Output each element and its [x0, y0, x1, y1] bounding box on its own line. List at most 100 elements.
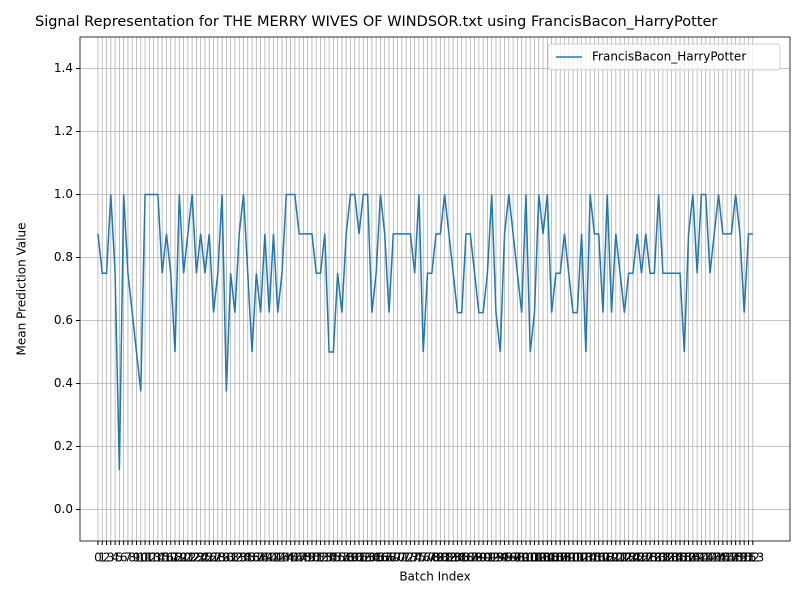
x-tick-label: 61	[351, 551, 366, 565]
x-tick-label: 120	[600, 551, 623, 565]
x-tick-label: 68	[381, 551, 396, 565]
x-tick-label: 112	[566, 551, 589, 565]
x-tick-label: 29	[214, 551, 229, 565]
y-tick-label: 1.2	[54, 124, 73, 138]
x-axis-label: Batch Index	[399, 570, 470, 584]
x-tick-label: 7	[124, 551, 132, 565]
x-tick-label: 75	[411, 551, 426, 565]
x-tick-label: 33	[232, 551, 247, 565]
x-tick-label: 16	[159, 551, 174, 565]
x-tick-label: 121	[604, 551, 627, 565]
x-tick-label: 22	[184, 551, 199, 565]
plot-frame	[79, 36, 791, 542]
x-tick-label: 70	[390, 551, 405, 565]
x-tick-label: 3	[107, 551, 115, 565]
x-tick-label: 84	[450, 551, 465, 565]
x-tick-label: 39	[257, 551, 272, 565]
x-tick-label: 37	[249, 551, 264, 565]
x-tick-label: 137	[673, 551, 696, 565]
x-tick-label: 49	[300, 551, 315, 565]
x-tick-label: 135	[664, 551, 687, 565]
x-tick-label: 12	[142, 551, 157, 565]
x-tick-label: 60	[347, 551, 362, 565]
x-tick-label: 108	[549, 551, 572, 565]
x-tick-label: 40	[262, 551, 277, 565]
y-axis-label: Mean Prediction Value	[15, 223, 29, 356]
x-tick-label: 119	[596, 551, 619, 565]
x-tick-label: 123	[613, 551, 636, 565]
x-tick-label: 139	[681, 551, 704, 565]
x-tick-label: 147	[716, 551, 739, 565]
x-tick-label: 82	[441, 551, 456, 565]
x-tick-label: 105	[536, 551, 559, 565]
x-tick-label: 101	[519, 551, 542, 565]
x-tick-label: 152	[737, 551, 760, 565]
x-tick-label: 34	[236, 551, 251, 565]
x-tick-label: 67	[377, 551, 392, 565]
data-line	[97, 193, 753, 471]
x-tick-label: 102	[523, 551, 546, 565]
x-tick-label: 54	[321, 551, 336, 565]
x-tick-label: 90	[476, 551, 491, 565]
x-tick-label: 72	[398, 551, 413, 565]
x-tick-label: 136	[669, 551, 692, 565]
y-tick-label: 1.0	[54, 187, 73, 201]
x-tick-label: 20	[176, 551, 191, 565]
x-tick-label: 113	[570, 551, 593, 565]
x-tick-label: 83	[446, 551, 461, 565]
legend-box	[547, 43, 781, 71]
x-tick-label: 138	[677, 551, 700, 565]
x-tick-label: 94	[493, 551, 508, 565]
x-tick-label: 38	[253, 551, 268, 565]
x-tick-label: 148	[720, 551, 743, 565]
x-tick-label: 46	[287, 551, 302, 565]
x-tick-label: 21	[180, 551, 195, 565]
x-tick-label: 127	[630, 551, 653, 565]
x-tick-label: 77	[420, 551, 435, 565]
x-tick-label: 126	[626, 551, 649, 565]
x-tick-label: 36	[244, 551, 259, 565]
x-tick-label: 0	[94, 551, 102, 565]
x-tick-label: 27	[206, 551, 221, 565]
x-tick-label: 87	[463, 551, 478, 565]
x-tick-label: 128	[634, 551, 657, 565]
x-tick-label: 15	[155, 551, 170, 565]
x-tick-label: 62	[356, 551, 371, 565]
x-tick-label: 145	[707, 551, 730, 565]
y-tick-label: 0.0	[54, 502, 73, 516]
x-tick-label: 66	[373, 551, 388, 565]
x-tick-label: 130	[643, 551, 666, 565]
x-tick-label: 8	[128, 551, 136, 565]
x-tick-label: 32	[227, 551, 242, 565]
x-tick-label: 118	[592, 551, 615, 565]
x-tick-label: 134	[660, 551, 683, 565]
x-tick-label: 106	[540, 551, 563, 565]
x-tick-label: 17	[163, 551, 178, 565]
x-tick-label: 115	[579, 551, 602, 565]
x-tick-label: 89	[471, 551, 486, 565]
y-tick-label: 0.6	[54, 313, 73, 327]
x-tick-label: 124	[617, 551, 640, 565]
x-tick-label: 51	[309, 551, 324, 565]
x-tick-label: 44	[279, 551, 294, 565]
x-tick-label: 116	[583, 551, 606, 565]
x-tick-label: 23	[189, 551, 204, 565]
x-tick-label: 10	[133, 551, 148, 565]
x-tick-label: 30	[219, 551, 234, 565]
x-tick-label: 79	[428, 551, 443, 565]
x-tick-label: 110	[557, 551, 580, 565]
x-tick-label: 64	[364, 551, 379, 565]
x-tick-label: 131	[647, 551, 670, 565]
x-tick-label: 144	[703, 551, 726, 565]
x-tick-label: 25	[197, 551, 212, 565]
x-tick-label: 78	[424, 551, 439, 565]
x-tick-label: 56	[330, 551, 345, 565]
x-tick-label: 47	[291, 551, 306, 565]
x-tick-label: 59	[343, 551, 358, 565]
x-tick-label: 140	[686, 551, 709, 565]
x-tick-label: 125	[621, 551, 644, 565]
x-tick-label: 4	[111, 551, 119, 565]
x-tick-label: 58	[339, 551, 354, 565]
x-tick-label: 132	[651, 551, 674, 565]
